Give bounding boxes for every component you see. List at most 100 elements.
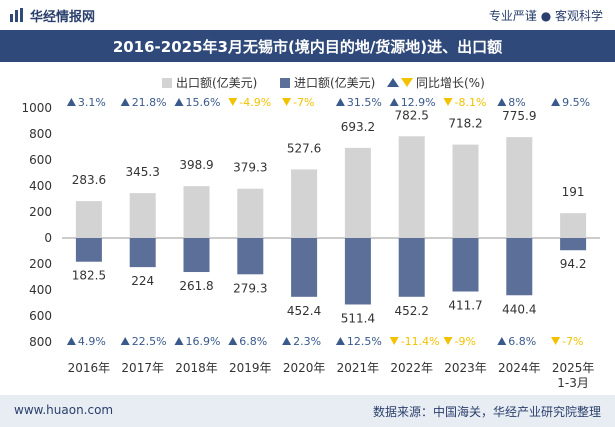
x-tick-label: 2018年 [175, 361, 218, 375]
import-value-label: 452.2 [395, 304, 429, 318]
import-value-label: 224 [131, 274, 154, 288]
export-value-label: 398.9 [179, 158, 213, 172]
export-value-label: 283.6 [72, 173, 106, 187]
up-triangle-icon [497, 337, 507, 345]
down-triangle-icon [551, 337, 561, 345]
up-triangle-icon [174, 337, 184, 345]
tagline: 专业严谨 ● 客观科学 [488, 9, 603, 23]
legend: 出口额(亿美元) 进口额(亿美元) 同比增长(%) [162, 75, 485, 90]
export-bar [506, 137, 533, 238]
legend-import-label: 进口额(亿美元) [294, 75, 375, 90]
up-triangle-icon [66, 337, 76, 345]
export-bar [291, 169, 318, 238]
top-bar: 华经情报网 专业严谨 ● 客观科学 [0, 0, 615, 30]
import-value-label: 440.4 [502, 302, 536, 316]
y-tick-label: 400 [29, 283, 52, 297]
up-triangle-icon [120, 98, 130, 106]
export-value-label: 191 [562, 185, 585, 199]
import-growth-label: 12.5% [347, 335, 382, 348]
import-bar [129, 238, 156, 268]
legend-export-label: 出口额(亿美元) [176, 75, 257, 90]
up-triangle-icon [174, 98, 184, 106]
export-value-label: 782.5 [395, 108, 429, 122]
x-tick-label: 2025年 1-3月 [552, 361, 595, 390]
export-value-label: 718.2 [448, 117, 482, 131]
import-bar [183, 238, 210, 273]
x-tick-label: 2022年 [390, 361, 433, 375]
up-triangle-icon [551, 98, 561, 106]
import-bar [506, 238, 533, 296]
x-tick-label: 2021年 [337, 361, 380, 375]
import-bar [291, 238, 318, 297]
up-triangle-icon [335, 98, 345, 106]
up-triangle-icon [335, 337, 345, 345]
import-value-label: 452.4 [287, 304, 321, 318]
data-source: 数据来源：中国海关，华经产业研究院整理 [372, 405, 601, 419]
legend-up-triangle-icon [387, 78, 399, 87]
export-bar [237, 188, 264, 238]
export-growth-label: 8% [508, 96, 525, 109]
export-bar [344, 147, 371, 238]
import-growth-label: 6.8% [508, 335, 536, 348]
up-triangle-icon [497, 98, 507, 106]
import-growth-label: 22.5% [132, 335, 167, 348]
export-growth-label: -8.1% [455, 96, 487, 109]
y-tick-label: 400 [29, 179, 52, 193]
export-value-label: 775.9 [502, 109, 536, 123]
x-tick-label: 2019年 [229, 361, 272, 375]
import-bar [452, 238, 479, 292]
up-triangle-icon [389, 98, 399, 106]
chart: 出口额(亿美元) 进口额(亿美元) 同比增长(%) 1000 800 600 400 2… [21, 75, 600, 390]
export-value-label: 345.3 [126, 165, 160, 179]
down-triangle-icon [443, 337, 453, 345]
y-tick-label: 0 [44, 231, 52, 245]
x-tick-label: 2017年 [121, 361, 164, 375]
y-tick-label: 800 [29, 127, 52, 141]
export-bar [452, 144, 479, 238]
export-growth-label: -4.9% [239, 96, 271, 109]
export-bar [398, 136, 425, 238]
brand-logo-icon [10, 8, 23, 22]
import-growth-label: 2.3% [293, 335, 321, 348]
x-tick-label: 2024年 [498, 361, 541, 375]
import-bar [75, 238, 102, 262]
y-tick-label: 200 [29, 205, 52, 219]
import-value-label: 94.2 [560, 257, 587, 271]
down-triangle-icon [443, 98, 453, 106]
x-tick-label: 2020年 [283, 361, 326, 375]
up-triangle-icon [66, 98, 76, 106]
up-triangle-icon [282, 337, 292, 345]
x-tick-label: 2023年 [444, 361, 487, 375]
import-value-label: 182.5 [72, 269, 106, 283]
x-tick-label: 2016年 [68, 361, 111, 375]
import-bar [560, 238, 587, 251]
legend-down-triangle-icon [401, 78, 413, 87]
import-growth-label: -11.4% [401, 335, 440, 348]
import-value-label: 511.4 [341, 311, 375, 325]
import-bar [237, 238, 264, 275]
y-axis: 1000 800 600 400 200 0 200 400 600 800 [21, 101, 600, 349]
y-tick-label: 600 [29, 309, 52, 323]
legend-growth-label: 同比增长(%) [416, 76, 485, 90]
import-value-label: 279.3 [233, 281, 267, 295]
chart-marks: 283.6 182.5 3.1% 4.9% 2016年 345.3 224 21.8% 22.5… [66, 96, 595, 390]
brand-name: 华经情报网 [30, 10, 96, 25]
export-bar [183, 186, 210, 238]
up-triangle-icon [120, 337, 130, 345]
down-triangle-icon [228, 98, 238, 106]
footer-bar [0, 395, 615, 427]
export-bar [75, 201, 102, 238]
y-tick-label: 1000 [21, 101, 52, 115]
legend-import-swatch [280, 78, 290, 88]
export-growth-label: 12.9% [401, 96, 436, 109]
export-bar [129, 193, 156, 238]
import-value-label: 261.8 [179, 279, 213, 293]
import-growth-label: 16.9% [186, 335, 221, 348]
import-growth-label: -9% [455, 335, 476, 348]
import-bar [398, 238, 425, 297]
export-growth-label: 9.5% [562, 96, 590, 109]
legend-export-swatch [162, 78, 172, 88]
export-growth-label: 21.8% [132, 96, 167, 109]
export-growth-label: 3.1% [78, 96, 106, 109]
import-value-label: 411.7 [448, 299, 482, 313]
